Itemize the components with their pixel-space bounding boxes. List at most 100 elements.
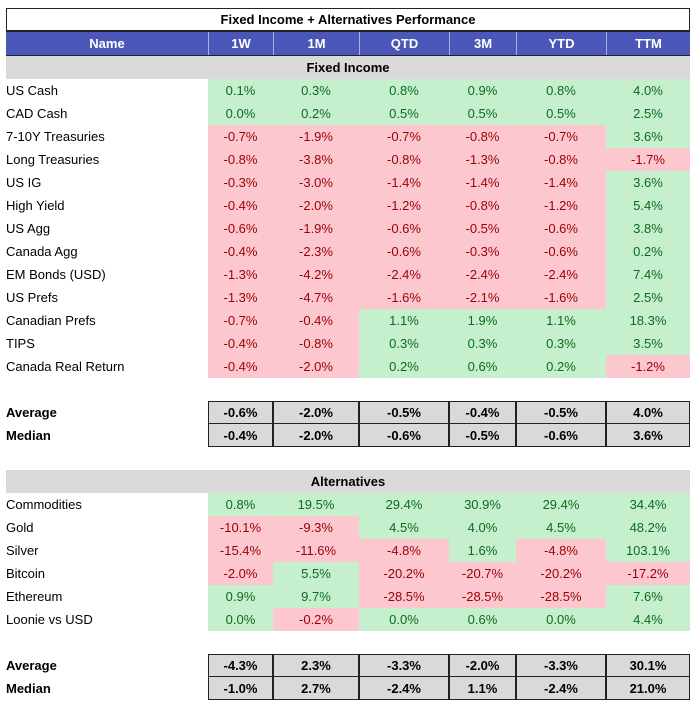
cell-qtd: -0.6% — [359, 424, 449, 447]
alternatives-rows: Commodities 0.8% 19.5% 29.4% 30.9% 29.4% 34.4%… — [6, 493, 690, 631]
cell-1w: -0.4% — [208, 332, 273, 355]
cell-1w: -1.0% — [208, 677, 273, 700]
table-title: Fixed Income + Alternatives Performance — [6, 8, 690, 31]
cell-3m: -2.4% — [449, 263, 516, 286]
cell-1m: -1.9% — [273, 125, 359, 148]
cell-ytd: -1.6% — [516, 286, 606, 309]
cell-ytd: -0.7% — [516, 125, 606, 148]
cell-1w: 0.0% — [208, 102, 273, 125]
col-header-3m[interactable]: 3M — [449, 32, 516, 55]
alternatives-stats: Average -4.3% 2.3% -3.3% -2.0% -3.3% 30.1% Medi… — [6, 654, 690, 700]
cell-qtd: -0.7% — [359, 125, 449, 148]
cell-qtd: -2.4% — [359, 677, 449, 700]
cell-1m: -3.0% — [273, 171, 359, 194]
cell-1m: 9.7% — [273, 585, 359, 608]
cell-ytd: 0.0% — [516, 608, 606, 631]
cell-3m: -0.4% — [449, 401, 516, 424]
cell-1m: -3.8% — [273, 148, 359, 171]
cell-1m: -2.0% — [273, 401, 359, 424]
cell-ttm: -1.7% — [606, 148, 690, 171]
row-name: Average — [6, 658, 57, 673]
cell-ytd: 29.4% — [516, 493, 606, 516]
cell-3m: 1.9% — [449, 309, 516, 332]
cell-1w: -0.8% — [208, 148, 273, 171]
cell-qtd: 4.5% — [359, 516, 449, 539]
cell-1m: 5.5% — [273, 562, 359, 585]
fixed-income-rows: US Cash 0.1% 0.3% 0.8% 0.9% 0.8% 4.0% CAD Cash 0… — [6, 79, 690, 378]
cell-ttm: 0.2% — [606, 240, 690, 263]
cell-1m: 0.2% — [273, 102, 359, 125]
cell-ttm: 4.0% — [606, 79, 690, 102]
table-row: Commodities 0.8% 19.5% 29.4% 30.9% 29.4% 34.4% — [6, 493, 690, 516]
table-row: 7-10Y Treasuries -0.7% -1.9% -0.7% -0.8% -0.7… — [6, 125, 690, 148]
cell-1w: -0.7% — [208, 125, 273, 148]
cell-ytd: -20.2% — [516, 562, 606, 585]
table-row: TIPS -0.4% -0.8% 0.3% 0.3% 0.3% 3.5% — [6, 332, 690, 355]
row-name: Canadian Prefs — [6, 313, 96, 328]
table-row: US Agg -0.6% -1.9% -0.6% -0.5% -0.6% 3.8% — [6, 217, 690, 240]
cell-1m: -0.4% — [273, 309, 359, 332]
cell-1m: 2.7% — [273, 677, 359, 700]
row-name: Median — [6, 428, 51, 443]
cell-qtd: -1.4% — [359, 171, 449, 194]
table-row: Silver -15.4% -11.6% -4.8% 1.6% -4.8% 103.1% — [6, 539, 690, 562]
cell-3m: 0.3% — [449, 332, 516, 355]
section-header-alternatives: Alternatives — [6, 470, 690, 493]
cell-qtd: -0.6% — [359, 240, 449, 263]
cell-3m: -0.8% — [449, 125, 516, 148]
cell-ytd: -1.2% — [516, 194, 606, 217]
cell-ytd: -2.4% — [516, 263, 606, 286]
row-name: 7-10Y Treasuries — [6, 129, 105, 144]
performance-table: Fixed Income + Alternatives Performance … — [6, 8, 690, 700]
cell-3m: 0.9% — [449, 79, 516, 102]
cell-1w: -0.4% — [208, 424, 273, 447]
row-name: EM Bonds (USD) — [6, 267, 106, 282]
cell-ttm: 3.6% — [606, 424, 690, 447]
cell-ytd: 1.1% — [516, 309, 606, 332]
cell-3m: 0.6% — [449, 608, 516, 631]
cell-qtd: -0.5% — [359, 401, 449, 424]
cell-qtd: -0.6% — [359, 217, 449, 240]
cell-qtd: 1.1% — [359, 309, 449, 332]
row-name: Silver — [6, 543, 39, 558]
spacer — [6, 378, 690, 401]
cell-ttm: 3.5% — [606, 332, 690, 355]
table-row: Ethereum 0.9% 9.7% -28.5% -28.5% -28.5% 7.6% — [6, 585, 690, 608]
cell-1w: -1.3% — [208, 286, 273, 309]
cell-3m: -0.8% — [449, 194, 516, 217]
row-name: Bitcoin — [6, 566, 46, 581]
cell-1m: -0.2% — [273, 608, 359, 631]
cell-qtd: -0.8% — [359, 148, 449, 171]
cell-3m: 1.6% — [449, 539, 516, 562]
cell-ytd: -1.4% — [516, 171, 606, 194]
table-row: Canadian Prefs -0.7% -0.4% 1.1% 1.9% 1.1% 18.3… — [6, 309, 690, 332]
cell-ttm: 7.4% — [606, 263, 690, 286]
cell-ttm: 3.6% — [606, 125, 690, 148]
cell-ttm: 4.4% — [606, 608, 690, 631]
cell-ttm: 18.3% — [606, 309, 690, 332]
cell-qtd: 0.5% — [359, 102, 449, 125]
col-header-ttm[interactable]: TTM — [606, 32, 690, 55]
cell-3m: -1.4% — [449, 171, 516, 194]
cell-qtd: -1.2% — [359, 194, 449, 217]
cell-ttm: 30.1% — [606, 654, 690, 677]
cell-ytd: 0.8% — [516, 79, 606, 102]
cell-3m: -0.5% — [449, 217, 516, 240]
cell-3m: -0.3% — [449, 240, 516, 263]
table-row: US Cash 0.1% 0.3% 0.8% 0.9% 0.8% 4.0% — [6, 79, 690, 102]
row-name: US IG — [6, 175, 42, 190]
col-header-ytd[interactable]: YTD — [516, 32, 606, 55]
col-header-name[interactable]: Name — [89, 36, 125, 51]
col-header-1m[interactable]: 1M — [273, 32, 359, 55]
row-name: US Agg — [6, 221, 51, 236]
cell-ytd: 0.2% — [516, 355, 606, 378]
cell-1m: -1.9% — [273, 217, 359, 240]
table-row: US Prefs -1.3% -4.7% -1.6% -2.1% -1.6% 2.5% — [6, 286, 690, 309]
fixed-income-stats: Average -0.6% -2.0% -0.5% -0.4% -0.5% 4.0% Medi… — [6, 401, 690, 447]
cell-qtd: 29.4% — [359, 493, 449, 516]
cell-qtd: -28.5% — [359, 585, 449, 608]
stat-row: Average -4.3% 2.3% -3.3% -2.0% -3.3% 30.1% — [6, 654, 690, 677]
col-header-1w[interactable]: 1W — [208, 32, 273, 55]
col-header-qtd[interactable]: QTD — [359, 32, 449, 55]
cell-ytd: -0.6% — [516, 240, 606, 263]
